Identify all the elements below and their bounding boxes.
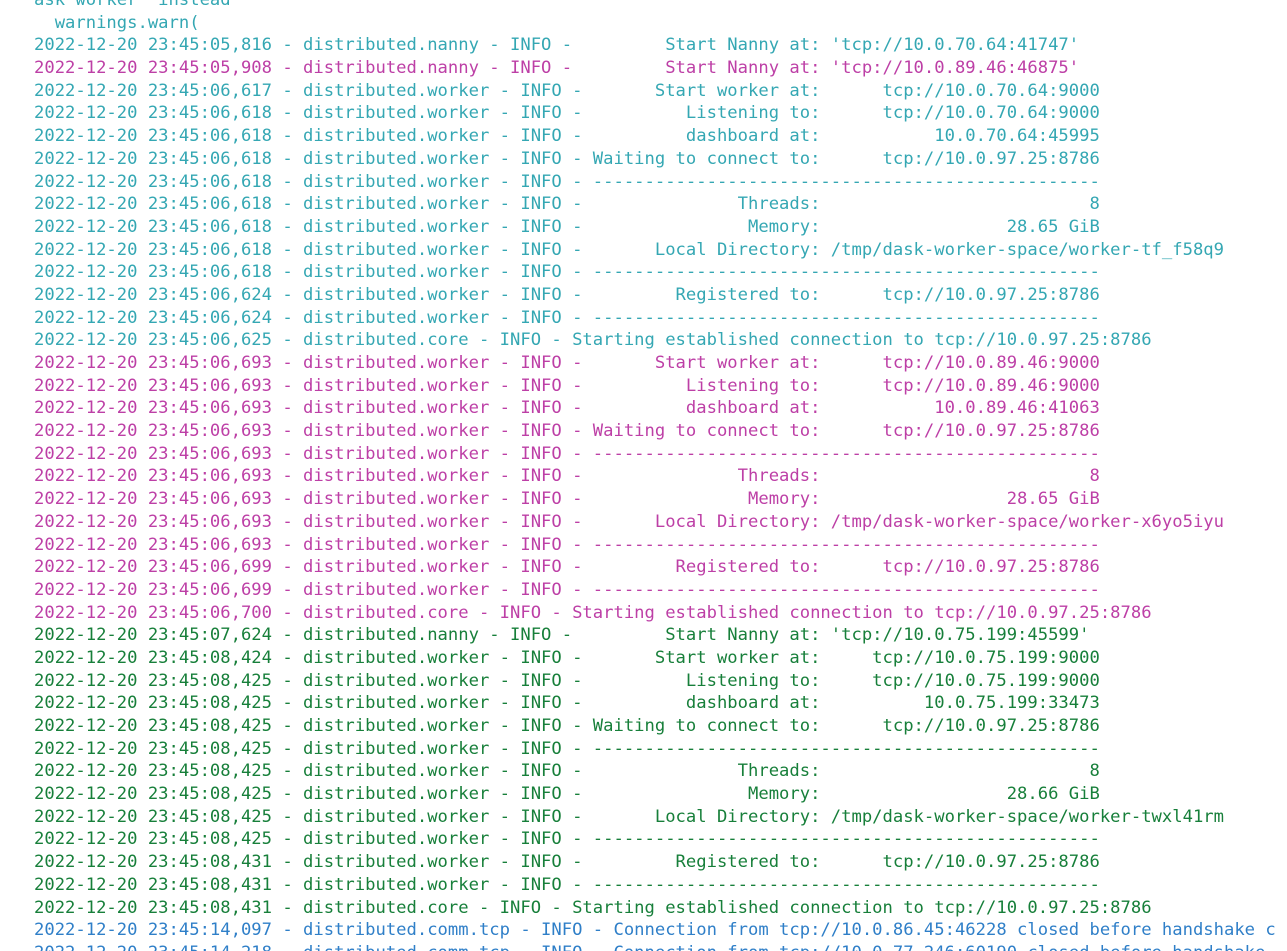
- log-line: 2022-12-20 23:45:08,425 - distributed.wo…: [34, 806, 1224, 827]
- log-line: 2022-12-20 23:45:08,425 - distributed.wo…: [34, 829, 1100, 850]
- log-line: 2022-12-20 23:45:06,618 - distributed.wo…: [34, 262, 1100, 283]
- log-line: 2022-12-20 23:45:08,425 - distributed.wo…: [34, 693, 1100, 714]
- log-line: 2022-12-20 23:45:06,700 - distributed.co…: [34, 602, 1152, 623]
- log-line: 2022-12-20 23:45:06,625 - distributed.co…: [34, 330, 1152, 351]
- log-line: 2022-12-20 23:45:06,617 - distributed.wo…: [34, 80, 1100, 101]
- log-line: 2022-12-20 23:45:06,699 - distributed.wo…: [34, 579, 1100, 600]
- log-line: 2022-12-20 23:45:06,618 - distributed.wo…: [34, 194, 1100, 215]
- log-output: ask worker instead warnings.warn(2022-12…: [34, 0, 1276, 951]
- log-line: 2022-12-20 23:45:05,908 - distributed.na…: [34, 58, 1080, 79]
- log-line: ask worker instead: [34, 0, 231, 10]
- log-line: 2022-12-20 23:45:06,693 - distributed.wo…: [34, 511, 1224, 532]
- log-line: 2022-12-20 23:45:06,624 - distributed.wo…: [34, 307, 1100, 328]
- log-line: 2022-12-20 23:45:08,431 - distributed.co…: [34, 897, 1152, 918]
- log-line: 2022-12-20 23:45:06,618 - distributed.wo…: [34, 239, 1224, 260]
- log-line: 2022-12-20 23:45:06,618 - distributed.wo…: [34, 171, 1100, 192]
- log-line: 2022-12-20 23:45:06,618 - distributed.wo…: [34, 216, 1100, 237]
- log-line: 2022-12-20 23:45:06,624 - distributed.wo…: [34, 284, 1100, 305]
- log-line: 2022-12-20 23:45:14,218 - distributed.co…: [34, 942, 1276, 951]
- log-line: 2022-12-20 23:45:06,693 - distributed.wo…: [34, 398, 1100, 419]
- log-line: 2022-12-20 23:45:06,699 - distributed.wo…: [34, 557, 1100, 578]
- log-line: 2022-12-20 23:45:06,618 - distributed.wo…: [34, 103, 1100, 124]
- log-line: 2022-12-20 23:45:06,693 - distributed.wo…: [34, 534, 1100, 555]
- log-line: 2022-12-20 23:45:06,693 - distributed.wo…: [34, 375, 1100, 396]
- log-line: 2022-12-20 23:45:06,693 - distributed.wo…: [34, 443, 1100, 464]
- log-line: 2022-12-20 23:45:05,816 - distributed.na…: [34, 35, 1080, 56]
- log-line: 2022-12-20 23:45:08,425 - distributed.wo…: [34, 738, 1100, 759]
- log-line: 2022-12-20 23:45:07,624 - distributed.na…: [34, 625, 1090, 646]
- log-line: 2022-12-20 23:45:06,693 - distributed.wo…: [34, 421, 1100, 442]
- log-line: 2022-12-20 23:45:06,693 - distributed.wo…: [34, 353, 1100, 373]
- log-line: 2022-12-20 23:45:08,425 - distributed.wo…: [34, 761, 1100, 782]
- log-line: 2022-12-20 23:45:08,431 - distributed.wo…: [34, 874, 1100, 895]
- log-line: 2022-12-20 23:45:08,425 - distributed.wo…: [34, 670, 1100, 691]
- log-line: 2022-12-20 23:45:14,097 - distributed.co…: [34, 920, 1276, 941]
- log-line: 2022-12-20 23:45:08,431 - distributed.wo…: [34, 852, 1100, 873]
- log-line: warnings.warn(: [34, 12, 200, 33]
- log-line: 2022-12-20 23:45:06,693 - distributed.wo…: [34, 466, 1100, 487]
- log-line: 2022-12-20 23:45:08,424 - distributed.wo…: [34, 647, 1100, 668]
- log-line: 2022-12-20 23:45:06,618 - distributed.wo…: [34, 148, 1100, 169]
- log-line: 2022-12-20 23:45:06,693 - distributed.wo…: [34, 489, 1100, 510]
- log-line: 2022-12-20 23:45:06,618 - distributed.wo…: [34, 126, 1100, 147]
- log-line: 2022-12-20 23:45:08,425 - distributed.wo…: [34, 716, 1100, 736]
- log-line: 2022-12-20 23:45:08,425 - distributed.wo…: [34, 784, 1100, 805]
